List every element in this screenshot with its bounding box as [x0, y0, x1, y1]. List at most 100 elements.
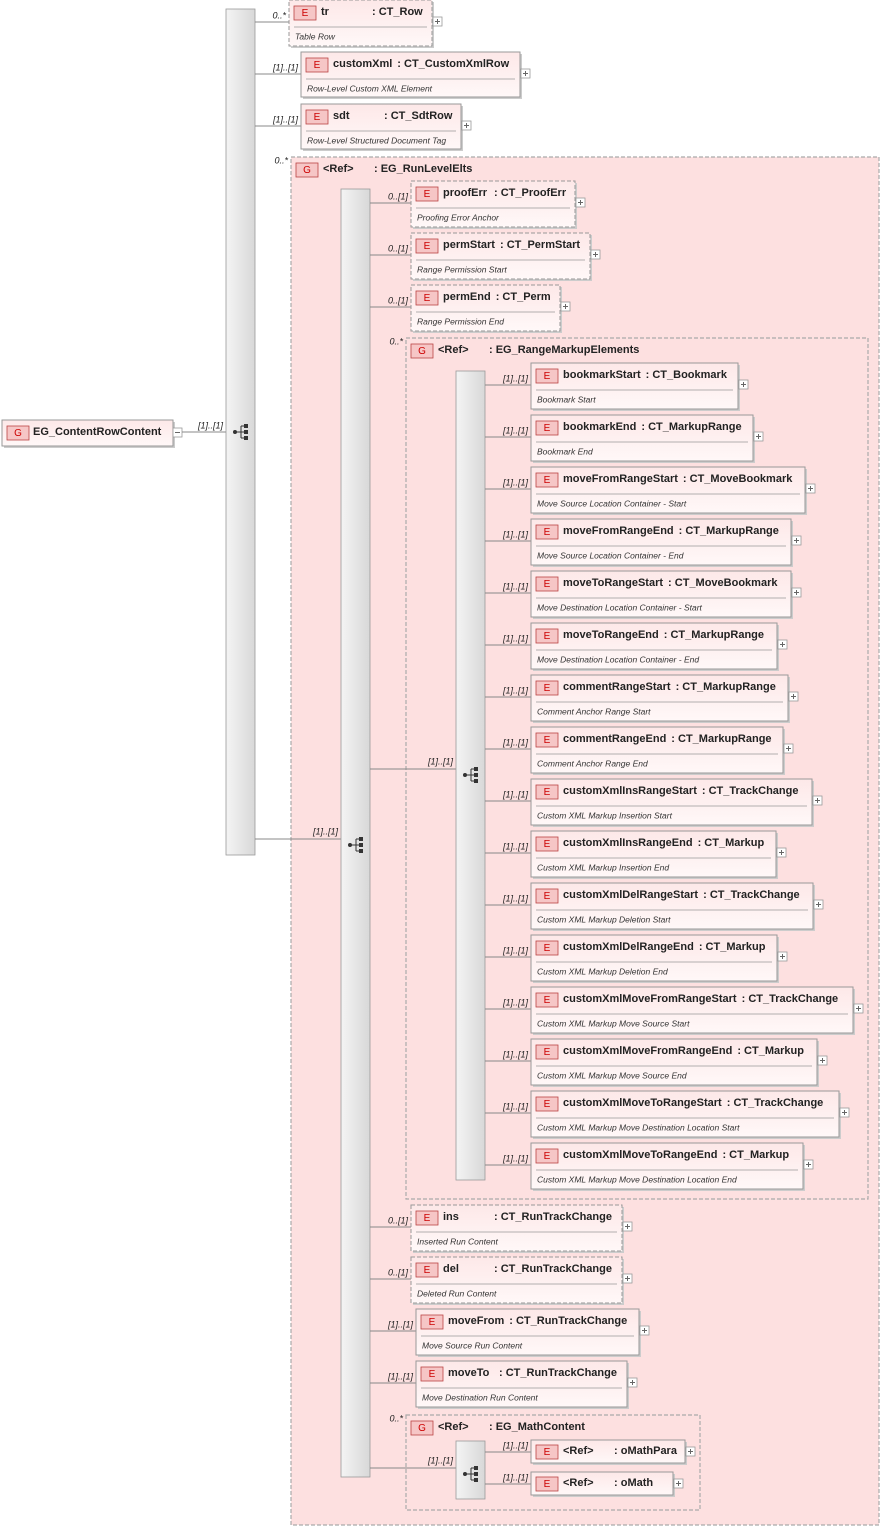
node-type: : CT_MarkupRange [664, 629, 764, 641]
sequence-bar [455, 370, 486, 1181]
element-box [415, 1308, 640, 1356]
badge [415, 186, 439, 202]
node-description: Custom XML Markup Move Source Start [537, 1018, 690, 1028]
badge-label: E [544, 1099, 551, 1110]
badge [295, 162, 319, 178]
node-type: : CT_TrackChange [702, 785, 799, 797]
element-box [530, 518, 792, 566]
icon [359, 849, 363, 853]
element-box [530, 830, 777, 878]
badge-label: E [424, 241, 431, 252]
node-type: : CT_MoveBookmark [668, 577, 778, 589]
sequence-bar [340, 188, 371, 1478]
node-description: Range Permission Start [417, 264, 507, 274]
element-box [415, 1360, 628, 1408]
node-type: : CT_Markup [722, 1149, 789, 1161]
badge [535, 1044, 559, 1060]
node-name: <Ref> [438, 1421, 469, 1433]
badge-label: G [14, 428, 22, 439]
badge [535, 940, 559, 956]
badge-label: E [544, 943, 551, 954]
node-description: Comment Anchor Range Start [537, 706, 651, 716]
cardinality: 0..[1] [388, 1267, 409, 1277]
node-type: : CT_TrackChange [727, 1097, 824, 1109]
badge-label: E [544, 787, 551, 798]
node-type: : EG_RunLevelElts [374, 163, 472, 175]
node-type: : CT_Bookmark [646, 369, 728, 381]
badge [410, 343, 434, 359]
node-description: Proofing Error Anchor [417, 212, 500, 222]
node-type: : EG_MathContent [489, 1421, 585, 1433]
badge-label: E [302, 8, 309, 19]
node-name: EG_ContentRowContent [33, 426, 162, 438]
cardinality: [1]..[1] [502, 893, 529, 903]
node-type: : CT_MoveBookmark [683, 473, 793, 485]
cardinality: [1]..[1] [387, 1371, 414, 1381]
node-type: : CT_Row [372, 6, 423, 18]
element-box [530, 1038, 818, 1086]
badge [535, 836, 559, 852]
cardinality: [1]..[1] [502, 1049, 529, 1059]
badge-label: E [424, 293, 431, 304]
node-name: customXmlMoveToRangeEnd [563, 1149, 717, 1161]
badge [415, 1262, 439, 1278]
node-description: Bookmark End [537, 446, 593, 456]
badge [535, 1476, 559, 1492]
node-description: Comment Anchor Range End [537, 758, 648, 768]
node-description: Custom XML Markup Deletion End [537, 966, 668, 976]
element-box [288, 0, 433, 47]
badge-label: E [429, 1369, 436, 1380]
badge-label: E [314, 112, 321, 123]
node-description: Custom XML Markup Deletion Start [537, 914, 671, 924]
node-type: : CT_CustomXmlRow [397, 58, 509, 70]
badge [6, 425, 30, 441]
element-box [530, 414, 754, 462]
badge [420, 1314, 444, 1330]
element-box [530, 882, 814, 930]
element-box [530, 934, 778, 982]
node-name: customXmlInsRangeEnd [563, 837, 693, 849]
node-name: <Ref> [563, 1477, 594, 1489]
node-type: : CT_Perm [496, 291, 551, 303]
node-name: customXmlMoveToRangeStart [563, 1097, 722, 1109]
badge-label: E [544, 371, 551, 382]
badge [410, 1420, 434, 1436]
node-name: <Ref> [438, 344, 469, 356]
badge-label: E [544, 1479, 551, 1490]
badge [535, 732, 559, 748]
element-box [410, 1204, 623, 1252]
cardinality: [1]..[1] [502, 581, 529, 591]
badge-label: E [424, 1265, 431, 1276]
badge-label: E [314, 60, 321, 71]
element-box [530, 726, 784, 774]
node-name: moveToRangeStart [563, 577, 663, 589]
node-description: Move Destination Run Content [422, 1392, 538, 1402]
cardinality: [1]..[1] [272, 62, 299, 72]
node-name: moveFromRangeStart [563, 473, 678, 485]
node-type: : CT_MarkupRange [671, 733, 771, 745]
node-name: moveToRangeEnd [563, 629, 659, 641]
node-name: commentRangeStart [563, 681, 671, 693]
node-description: Row-Level Structured Document Tag [307, 135, 446, 145]
element-box [530, 622, 778, 670]
node-type: : CT_PermStart [500, 239, 580, 251]
cardinality: [1]..[1] [502, 373, 529, 383]
badge-label: E [544, 839, 551, 850]
node-description: Custom XML Markup Insertion End [537, 862, 669, 872]
node-type: : CT_RunTrackChange [499, 1367, 617, 1379]
badge-label: E [429, 1317, 436, 1328]
badge-label: E [424, 189, 431, 200]
node-type: : CT_MarkupRange [676, 681, 776, 693]
cardinality: 0..* [274, 155, 288, 165]
badge [305, 109, 329, 125]
cardinality: [1]..[1] [502, 633, 529, 643]
node-type: : CT_Markup [699, 941, 766, 953]
badge [420, 1366, 444, 1382]
node-name: permEnd [443, 291, 491, 303]
node-type: : CT_Markup [737, 1045, 804, 1057]
cardinality: [1]..[1] [502, 477, 529, 487]
node-description: Move Source Run Content [422, 1340, 523, 1350]
badge [535, 628, 559, 644]
badge-label: E [544, 579, 551, 590]
badge-label: E [544, 1047, 551, 1058]
